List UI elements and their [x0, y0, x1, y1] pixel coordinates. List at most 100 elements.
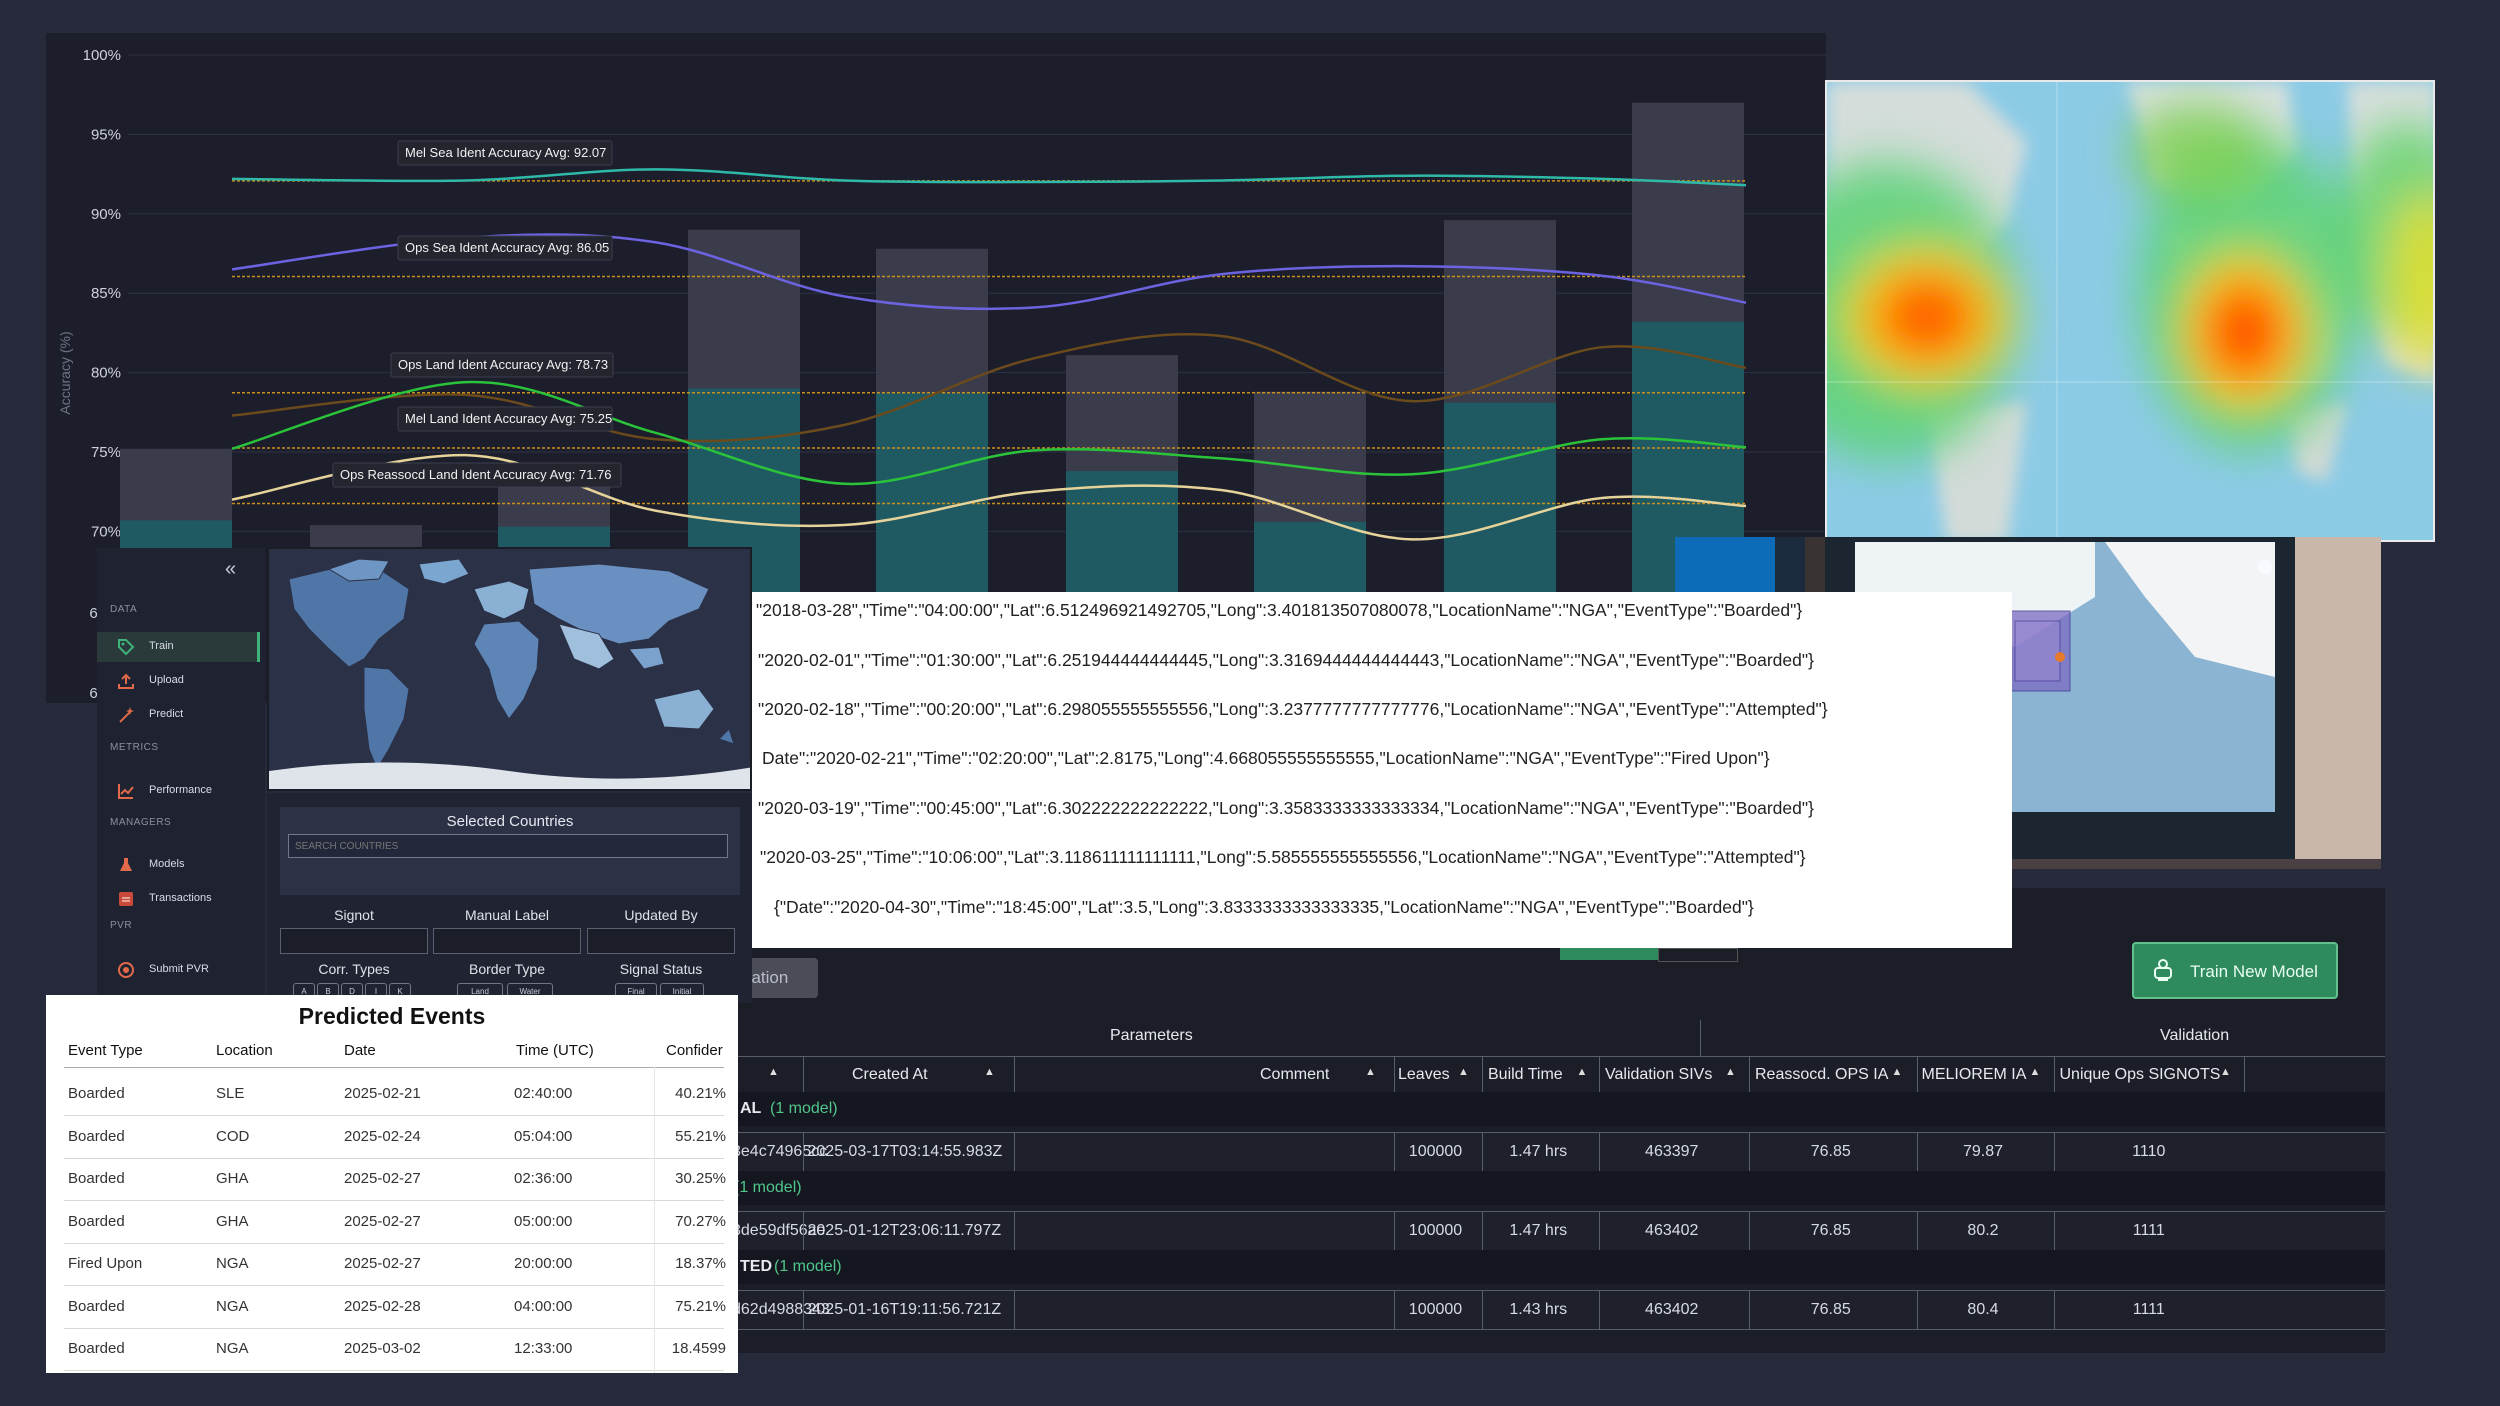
sort-arrow-icon[interactable]: ▲ [1725, 1066, 1736, 1078]
model-cell: 1111 [2132, 1222, 2165, 1239]
model-cell: 1110 [2132, 1143, 2166, 1160]
filter-panel: Selected Countries Signot Manual Label U… [267, 793, 752, 1003]
signot-select[interactable] [280, 928, 428, 954]
sort-arrow-icon[interactable]: ▲ [768, 1066, 779, 1078]
y-tick-label: 80% [91, 365, 121, 382]
json-line: "2020-03-25","Time":"10:06:00","Lat":3.1… [760, 847, 1806, 867]
sidebar-item-upload[interactable]: Upload [97, 666, 257, 696]
collapse-icon[interactable]: « [225, 558, 237, 580]
predicted-cell: 04:00:00 [514, 1297, 573, 1315]
series-line-2 [231, 333, 1747, 443]
world-map[interactable] [269, 549, 752, 791]
updated-by-label: Updated By [624, 907, 698, 923]
predicted-cell: 40.21% [675, 1085, 726, 1102]
sort-arrow-icon[interactable]: ▲ [1458, 1066, 1469, 1078]
model-group-header[interactable]: TED (1 model) [730, 1250, 2385, 1284]
heatmap-image [1827, 82, 2433, 540]
toggle-on[interactable] [1560, 948, 1658, 960]
column-header-7[interactable]: Unique Ops SIGNOTS [2059, 1066, 2221, 1083]
train-new-model-label: Train New Model [2190, 962, 2318, 981]
sidebar-item-label: Upload [149, 674, 184, 686]
y-tick-label: 100% [83, 47, 121, 64]
model-row[interactable]: 3e4c74965cc 2025-03-17T03:14:55.983Z 10000… [730, 1132, 2385, 1172]
sidebar-item-submit-pvr[interactable]: Submit PVR [97, 955, 257, 985]
updated-by-select[interactable] [587, 928, 735, 954]
sidebar-item-transactions[interactable]: Transactions [97, 884, 257, 914]
sort-arrow-icon[interactable]: ▲ [1576, 1066, 1588, 1078]
models-table-panel: dation Train New Model Parameters Valida… [730, 888, 2385, 1353]
sidebar-item-train[interactable]: Train [97, 632, 260, 662]
column-header-2[interactable]: Leaves [1398, 1066, 1450, 1083]
model-cell: 463397 [1645, 1143, 1699, 1160]
y-tick-label: 70% [91, 523, 121, 540]
predicted-cell: 18.37% [675, 1255, 726, 1272]
column-header-1[interactable]: Comment [1260, 1066, 1330, 1083]
model-cell: 1.47 hrs [1509, 1143, 1568, 1160]
predicted-cell: NGA [216, 1340, 249, 1357]
predicted-cell: 02:40:00 [514, 1085, 573, 1102]
group-header-parameters: Parameters [1110, 1027, 1193, 1044]
event-json-panel: "2018-03-28","Time":"04:00:00","Lat":6.5… [752, 592, 2012, 948]
column-header-6[interactable]: MELIOREM IA [1921, 1066, 2027, 1083]
model-group-header[interactable]: (1 model) [730, 1171, 2385, 1205]
robot-icon [2150, 958, 2176, 989]
json-line: "2018-03-28","Time":"04:00:00","Lat":6.5… [756, 600, 1803, 620]
sort-arrow-icon[interactable]: ▲ [1891, 1066, 1903, 1078]
column-header-3[interactable]: Build Time [1488, 1066, 1563, 1083]
model-cell: 463402 [1645, 1301, 1699, 1318]
wand-icon [117, 706, 135, 724]
manual-label-label: Manual Label [464, 907, 550, 923]
manual-label-select[interactable] [433, 928, 581, 954]
annotation-box [332, 462, 622, 488]
model-group-header[interactable]: AL (1 model) [730, 1092, 2385, 1126]
sidebar-item-predict[interactable]: Predict [97, 700, 257, 730]
predicted-cell: 12:33:00 [514, 1340, 573, 1357]
predicted-cell: SLE [216, 1085, 245, 1102]
group-header-validation: Validation [2160, 1027, 2230, 1044]
model-cell: 463402 [1645, 1222, 1699, 1239]
predicted-header-1: Location [216, 1042, 273, 1059]
sidebar-section-metrics: METRICS [110, 742, 159, 753]
column-header-4[interactable]: Validation SIVs [1605, 1066, 1713, 1083]
sort-arrow-icon[interactable]: ▲ [2029, 1066, 2041, 1078]
model-row[interactable]: 3de59df56ae 2025-01-12T23:06:11.797Z 10000… [730, 1211, 2385, 1251]
sidebar-section-pvr: PVR [110, 920, 133, 931]
json-line: "2020-02-01","Time":"01:30:00","Lat":6.2… [758, 650, 1814, 670]
predicted-cell: 20:00:00 [514, 1255, 573, 1272]
sidebar-item-performance[interactable]: Performance [97, 776, 257, 806]
selected-countries-box: Selected Countries [280, 807, 740, 895]
annotation-label: Ops Sea Ident Accuracy Avg: 86.05 [405, 240, 609, 255]
model-cell: 1.43 hrs [1509, 1301, 1568, 1318]
json-line: "2020-03-19","Time":"00:45:00","Lat":6.3… [758, 798, 1814, 818]
sort-arrow-icon[interactable]: ▲ [1365, 1066, 1376, 1078]
model-cell: 2025-03-17T03:14:55.983Z [807, 1143, 1003, 1160]
predicted-cell: 2025-02-27 [344, 1212, 421, 1230]
line-chart-icon [117, 782, 135, 800]
annotation-box [390, 352, 614, 378]
sort-arrow-icon[interactable]: ▲ [2220, 1066, 2231, 1078]
sort-arrow-icon[interactable]: ▲ [984, 1066, 995, 1078]
annotation-box [397, 235, 613, 261]
model-cell: 1.47 hrs [1509, 1222, 1568, 1239]
search-countries-input[interactable] [288, 834, 728, 858]
sidebar-item-label: Transactions [149, 892, 212, 904]
y-tick-label: 90% [91, 206, 121, 223]
predicted-cell: COD [216, 1127, 250, 1145]
sidebar-item-models[interactable]: Models [97, 850, 257, 880]
target-icon [117, 961, 135, 979]
model-row[interactable]: d62d4988343 2025-01-16T19:11:56.721Z 10000… [730, 1290, 2385, 1330]
predicted-cell: 55.21% [675, 1127, 726, 1145]
country-selection-map[interactable] [267, 547, 752, 791]
predicted-cell: 75.21% [675, 1297, 726, 1315]
column-header-0[interactable]: Created At [852, 1066, 928, 1083]
predicted-events-title: Predicted Events [298, 1003, 486, 1029]
json-line: Date":"2020-02-21","Time":"02:20:00","La… [762, 748, 1770, 768]
train-new-model-button[interactable]: Train New Model [2132, 942, 2338, 999]
column-header-5[interactable]: Reassocd. OPS IA [1755, 1066, 1889, 1083]
predicted-cell: 2025-02-24 [344, 1127, 421, 1145]
group-count: (1 model) [774, 1258, 842, 1275]
model-cell: 1111 [2132, 1301, 2165, 1318]
border-type-label: Border Type [468, 961, 545, 977]
group-label: AL [740, 1100, 762, 1117]
toggle-off[interactable] [1658, 948, 1738, 962]
